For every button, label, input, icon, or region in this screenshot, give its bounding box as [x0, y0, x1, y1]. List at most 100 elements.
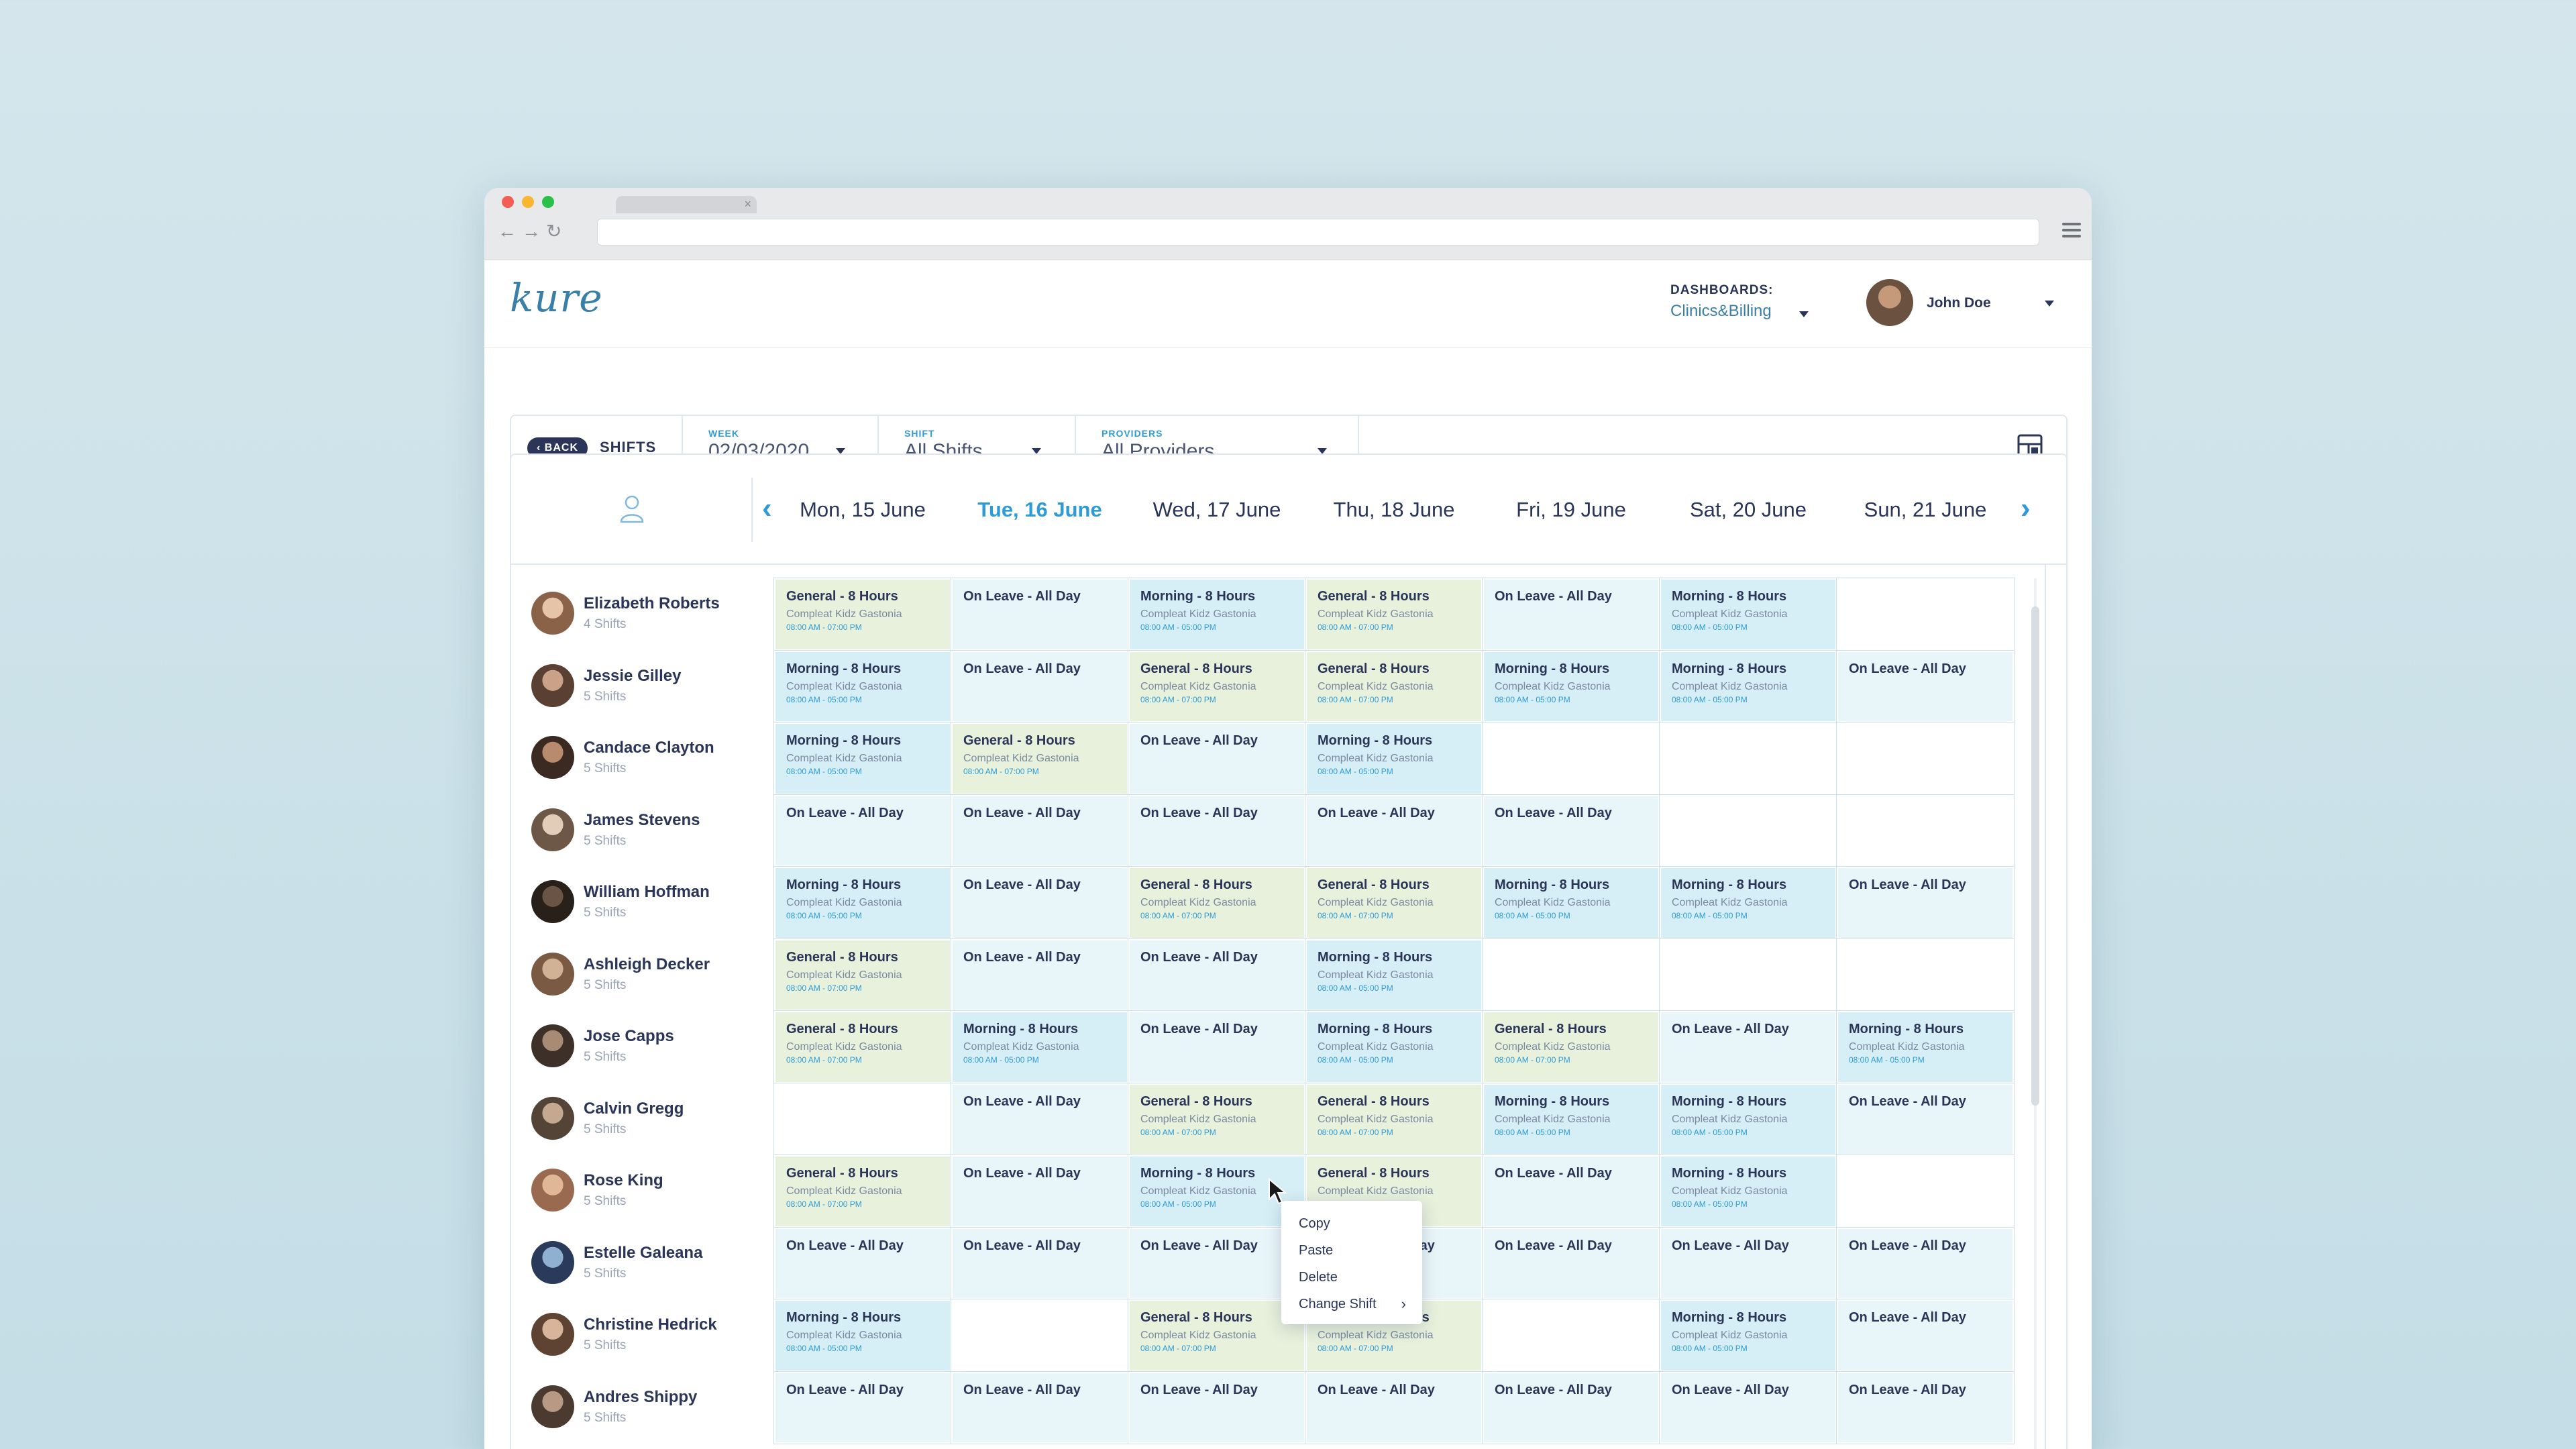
chevron-down-icon[interactable] — [1032, 448, 1041, 454]
shift-cell[interactable]: Morning - 8 Hours Compleat Kidz Gastonia 0… — [773, 866, 952, 940]
close-window-icon[interactable] — [502, 196, 514, 208]
shift-cell[interactable] — [1836, 794, 2015, 867]
provider-name[interactable]: William Hoffman — [584, 883, 710, 901]
provider-row[interactable]: Ashleigh Decker 5 Shifts — [511, 936, 766, 1009]
address-bar[interactable] — [597, 219, 2039, 246]
shift-cell[interactable]: On Leave - All Day — [951, 794, 1129, 867]
shift-cell[interactable] — [1836, 578, 2015, 651]
day-header-1[interactable]: Tue, 16 June — [977, 498, 1102, 521]
shift-cell[interactable]: Morning - 8 Hours Compleat Kidz Gastonia 0… — [1659, 1299, 1837, 1373]
shift-cell[interactable]: On Leave - All Day — [1128, 938, 1306, 1012]
shift-cell[interactable]: General - 8 Hours Compleat Kidz Gastonia 0… — [1128, 1082, 1306, 1156]
shift-cell[interactable]: On Leave - All Day — [773, 1371, 952, 1444]
shift-cell[interactable]: General - 8 Hours Compleat Kidz Gastonia 0… — [1482, 1010, 1660, 1084]
user-name[interactable]: John Doe — [1927, 295, 1991, 311]
provider-row[interactable]: Elizabeth Roberts 4 Shifts — [511, 576, 766, 648]
shift-cell[interactable]: General - 8 Hours Compleat Kidz Gastonia 0… — [1128, 866, 1306, 940]
chevron-down-icon[interactable] — [1799, 311, 1809, 317]
shift-cell[interactable]: On Leave - All Day — [1482, 794, 1660, 867]
provider-row[interactable]: Jessie Gilley 5 Shifts — [511, 648, 766, 720]
shift-cell[interactable]: General - 8 Hours Compleat Kidz Gastonia 0… — [1305, 649, 1483, 723]
provider-row[interactable]: Estelle Galeana 5 Shifts — [511, 1225, 766, 1297]
shift-cell[interactable]: On Leave - All Day — [1482, 578, 1660, 651]
shift-cell[interactable]: On Leave - All Day — [1836, 1299, 2015, 1373]
shift-cell[interactable]: Morning - 8 Hours Compleat Kidz Gastonia 0… — [1482, 649, 1660, 723]
browser-forward-icon[interactable]: → — [522, 221, 541, 241]
shift-cell[interactable]: On Leave - All Day — [1482, 1226, 1660, 1300]
shift-cell[interactable]: On Leave - All Day — [1659, 1226, 1837, 1300]
shift-cell[interactable]: On Leave - All Day — [1659, 1010, 1837, 1084]
provider-name[interactable]: Candace Clayton — [584, 739, 714, 757]
provider-name[interactable]: Christine Hedrick — [584, 1316, 717, 1334]
dashboards-select[interactable]: Clinics&Billing — [1670, 302, 1772, 320]
kure-logo[interactable]: kure — [510, 275, 603, 321]
shift-cell[interactable]: Morning - 8 Hours Compleat Kidz Gastonia 0… — [1482, 1082, 1660, 1156]
shift-cell[interactable]: Morning - 8 Hours Compleat Kidz Gastonia 0… — [1128, 578, 1306, 651]
shift-cell[interactable] — [1659, 794, 1837, 867]
provider-name[interactable]: Rose King — [584, 1171, 663, 1189]
tab-close-icon[interactable]: × — [744, 197, 751, 211]
day-header-0[interactable]: Mon, 15 June — [800, 498, 926, 521]
shift-cell[interactable]: On Leave - All Day — [1836, 1226, 2015, 1300]
shift-cell[interactable]: On Leave - All Day — [951, 866, 1129, 940]
day-header-5[interactable]: Sat, 20 June — [1689, 498, 1807, 521]
shift-cell[interactable]: General - 8 Hours Compleat Kidz Gastonia 0… — [1128, 1299, 1306, 1373]
provider-row[interactable]: William Hoffman 5 Shifts — [511, 864, 766, 936]
context-menu-item[interactable]: Copy — [1281, 1210, 1422, 1237]
provider-name[interactable]: Andres Shippy — [584, 1387, 698, 1406]
shift-cell[interactable]: Morning - 8 Hours Compleat Kidz Gastonia 0… — [1659, 866, 1837, 940]
browser-menu-icon[interactable] — [2062, 223, 2081, 237]
context-menu-item[interactable]: Delete — [1281, 1264, 1422, 1291]
day-header-4[interactable]: Fri, 19 June — [1516, 498, 1626, 521]
user-avatar[interactable] — [1866, 279, 1913, 326]
shift-cell[interactable]: Morning - 8 Hours Compleat Kidz Gastonia 0… — [1128, 1155, 1306, 1228]
next-week-icon[interactable]: › — [2021, 492, 2031, 525]
shift-cell[interactable] — [1836, 938, 2015, 1012]
shift-cell[interactable]: Morning - 8 Hours Compleat Kidz Gastonia 0… — [1305, 722, 1483, 796]
provider-name[interactable]: Ashleigh Decker — [584, 955, 710, 973]
day-header-6[interactable]: Sun, 21 June — [1864, 498, 1987, 521]
shift-cell[interactable]: General - 8 Hours Compleat Kidz Gastonia 0… — [773, 1155, 952, 1228]
shift-cell[interactable]: Morning - 8 Hours Compleat Kidz Gastonia 0… — [773, 722, 952, 796]
shift-cell[interactable]: Morning - 8 Hours Compleat Kidz Gastonia 0… — [1305, 1010, 1483, 1084]
shift-cell[interactable]: On Leave - All Day — [951, 938, 1129, 1012]
shift-cell[interactable]: General - 8 Hours Compleat Kidz Gastonia 0… — [951, 722, 1129, 796]
shift-cell[interactable] — [1659, 722, 1837, 796]
provider-name[interactable]: Calvin Gregg — [584, 1099, 684, 1118]
provider-row[interactable]: James Stevens 5 Shifts — [511, 792, 766, 865]
browser-reload-icon[interactable]: ↻ — [546, 221, 562, 241]
shift-cell[interactable]: General - 8 Hours Compleat Kidz Gastonia 0… — [773, 578, 952, 651]
provider-row[interactable]: Christine Hedrick 5 Shifts — [511, 1297, 766, 1369]
shift-cell[interactable]: General - 8 Hours Compleat Kidz Gastonia 0… — [1305, 1082, 1483, 1156]
shift-cell[interactable]: Morning - 8 Hours Compleat Kidz Gastonia 0… — [1659, 649, 1837, 723]
shift-cell[interactable]: Morning - 8 Hours Compleat Kidz Gastonia 0… — [773, 649, 952, 723]
shift-cell[interactable]: Morning - 8 Hours Compleat Kidz Gastonia 0… — [1836, 1010, 2015, 1084]
shift-cell[interactable] — [951, 1299, 1129, 1373]
shift-cell[interactable]: On Leave - All Day — [1305, 1371, 1483, 1444]
shift-cell[interactable]: On Leave - All Day — [1128, 1010, 1306, 1084]
shift-cell[interactable]: General - 8 Hours Compleat Kidz Gastonia 0… — [773, 1010, 952, 1084]
shift-cell[interactable] — [773, 1082, 952, 1156]
day-header-2[interactable]: Wed, 17 June — [1152, 498, 1281, 521]
scrollbar-thumb[interactable] — [2031, 606, 2039, 1106]
shift-cell[interactable]: On Leave - All Day — [1482, 1371, 1660, 1444]
shift-cell[interactable]: On Leave - All Day — [1836, 1371, 2015, 1444]
prev-week-icon[interactable]: ‹ — [762, 492, 772, 525]
maximize-window-icon[interactable] — [542, 196, 554, 208]
shift-cell[interactable]: On Leave - All Day — [1659, 1371, 1837, 1444]
shift-cell[interactable]: Morning - 8 Hours Compleat Kidz Gastonia 0… — [951, 1010, 1129, 1084]
shift-cell[interactable] — [1482, 1299, 1660, 1373]
provider-row[interactable]: Jose Capps 5 Shifts — [511, 1008, 766, 1081]
shift-cell[interactable]: General - 8 Hours Compleat Kidz Gastonia 0… — [1128, 649, 1306, 723]
day-header-3[interactable]: Thu, 18 June — [1333, 498, 1455, 521]
shift-cell[interactable]: On Leave - All Day — [1128, 794, 1306, 867]
shift-cell[interactable]: On Leave - All Day — [1128, 1226, 1306, 1300]
shift-cell[interactable] — [1659, 938, 1837, 1012]
shift-cell[interactable]: On Leave - All Day — [1482, 1155, 1660, 1228]
shift-cell[interactable]: Morning - 8 Hours Compleat Kidz Gastonia 0… — [1305, 938, 1483, 1012]
shift-cell[interactable]: On Leave - All Day — [951, 1155, 1129, 1228]
shift-cell[interactable] — [1482, 938, 1660, 1012]
shift-cell[interactable]: On Leave - All Day — [1836, 1082, 2015, 1156]
chevron-down-icon[interactable] — [1318, 448, 1327, 454]
shift-cell[interactable]: Morning - 8 Hours Compleat Kidz Gastonia 0… — [1659, 1155, 1837, 1228]
